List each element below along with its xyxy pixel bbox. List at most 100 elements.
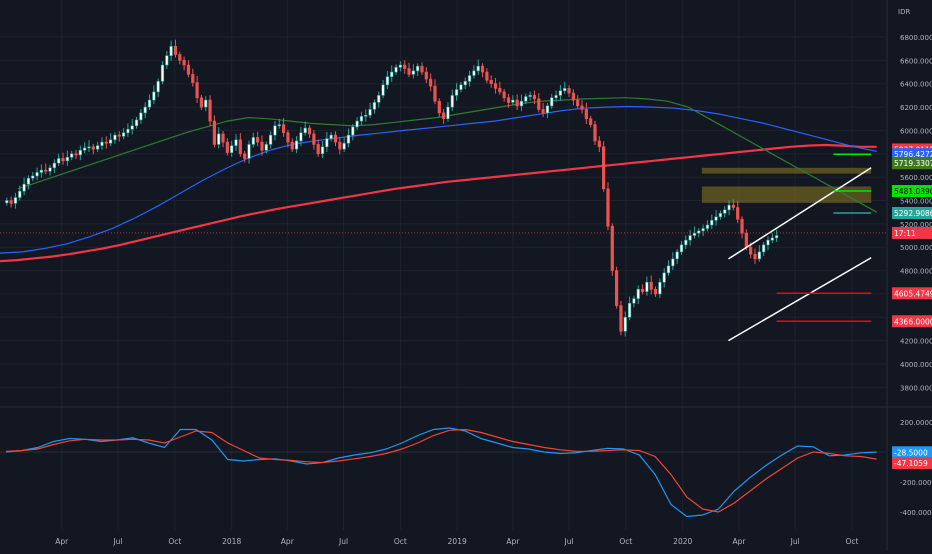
candle-body [221,133,225,143]
candle-body [273,125,277,136]
candle-body [351,126,355,136]
candle-body [26,178,31,185]
candle-body [316,144,320,155]
candle-body [662,272,666,283]
candle-body [70,153,74,158]
y-tick-label: 4000.0000 [900,361,932,369]
candle-body [485,71,489,81]
candle-body [320,146,325,155]
x-tick-label: Oct [394,537,407,546]
candle-body [74,153,78,156]
candle-body [675,251,679,260]
oscillator-tick-label: 200.0000 [900,419,932,427]
candle-body [450,95,454,108]
y-tick-label: 4800.0000 [900,268,932,276]
candle-body [658,281,662,295]
price-label-box [892,148,932,161]
candle-body [632,298,636,304]
candle-body [666,265,671,274]
candle-body [442,112,446,120]
candle-body [653,288,658,295]
y-tick-label: 5600.0000 [900,174,932,182]
y-tick-label: 6200.0000 [900,104,932,112]
candle-body [31,175,35,179]
resistance-zone [701,186,872,203]
y-tick-label: 6400.0000 [900,81,932,89]
x-tick-label: Oct [846,537,859,546]
candle-body [368,109,372,116]
candle-body [537,98,541,110]
candle-body [411,70,415,75]
candle-body [718,213,723,218]
candle-body [424,71,428,80]
candle-body [121,132,126,137]
candle-body [22,183,26,192]
candle-body [78,149,82,156]
candle-body [290,141,294,150]
candle-body [580,105,584,110]
candle-body [195,82,199,99]
candle-body [524,96,528,102]
candle-body [705,224,710,229]
candle-body [597,140,601,148]
price-label: 5719.3307 [894,159,932,168]
candle-body [48,167,52,172]
x-tick-label: Jul [112,537,122,546]
oscillator-tick-label: -200.0000 [900,479,932,487]
candle-body [355,120,359,128]
candle-body [550,97,554,107]
price-label-box [892,207,932,220]
candle-body [541,109,545,114]
price-label: 5481.0390 [894,187,932,196]
candle-body [394,67,398,73]
candle-body [753,253,757,260]
candle-body [281,124,286,134]
candle-body [152,91,156,101]
candle-body [377,95,381,103]
candle-body [571,92,575,101]
candle-body [160,64,165,82]
candle-body [165,55,169,66]
price-label: 4366.0000 [894,317,932,326]
candle-body [342,142,346,150]
currency-label: IDR [898,8,910,16]
candle-body [766,239,770,246]
candle-body [113,134,117,141]
y-tick-label: 6600.0000 [900,57,932,65]
candle-body [57,158,61,164]
candle-body [381,84,385,96]
candle-body [589,118,593,125]
candle-body [372,102,377,110]
candle-body [385,76,389,86]
price-label-box [892,185,932,198]
candle-body [333,134,338,143]
candle-body [312,133,316,145]
candle-body [749,246,753,255]
candle-body [519,100,524,107]
candle-body [398,64,402,68]
moving-average-line [0,105,877,254]
y-tick-label: 3800.0000 [900,384,932,392]
candle-body [407,68,411,75]
candle-body [563,88,567,92]
candle-body [567,88,571,94]
candle-body [390,71,394,78]
candle-body [299,132,303,142]
candle-body [191,74,195,83]
candle-body [775,235,779,239]
candle-body [108,139,113,144]
candle-body [770,237,774,241]
candle-body [740,218,744,234]
candle-body [286,132,290,143]
candle-body [18,190,22,198]
candle-body [744,232,748,248]
candle-body [429,78,433,87]
candle-body [243,153,247,159]
candle-body [208,99,212,122]
candle-body [139,112,143,121]
candle-body [416,65,420,72]
candle-body [459,84,463,90]
candle-body [515,99,519,107]
